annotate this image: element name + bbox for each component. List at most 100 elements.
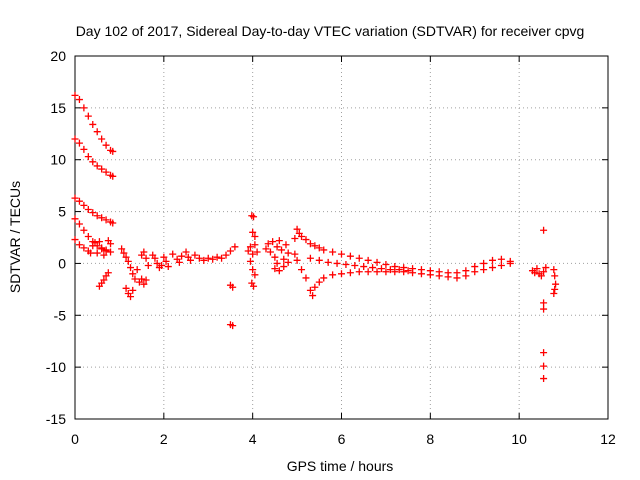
data-point xyxy=(248,212,256,220)
data-point xyxy=(338,270,345,278)
data-point xyxy=(404,267,412,275)
data-point xyxy=(104,269,112,277)
data-point xyxy=(342,260,350,268)
data-point xyxy=(302,236,310,244)
data-point xyxy=(84,232,92,240)
data-point xyxy=(80,145,88,153)
data-point xyxy=(200,256,208,264)
data-point xyxy=(333,259,341,267)
data-point xyxy=(364,268,372,276)
data-point xyxy=(244,247,252,255)
data-point xyxy=(229,322,237,330)
data-point xyxy=(537,272,545,280)
data-point xyxy=(551,285,559,293)
data-point xyxy=(264,240,272,248)
data-point xyxy=(540,362,548,370)
data-point xyxy=(552,280,560,288)
data-point xyxy=(540,299,548,307)
data-point xyxy=(471,268,479,276)
y-tick-label: 15 xyxy=(50,100,66,116)
data-point xyxy=(102,168,110,176)
x-tick-label: 2 xyxy=(160,431,168,447)
y-tick-label: 5 xyxy=(58,204,66,220)
data-point xyxy=(129,286,137,294)
data-point xyxy=(164,263,172,271)
data-point xyxy=(346,252,354,260)
data-point xyxy=(540,226,548,234)
data-point xyxy=(298,266,306,274)
data-point xyxy=(302,274,310,282)
data-point xyxy=(253,248,261,256)
data-point xyxy=(324,258,332,266)
data-point xyxy=(93,128,101,136)
data-point xyxy=(127,264,135,272)
data-point xyxy=(231,243,239,251)
data-point xyxy=(122,253,130,261)
data-point xyxy=(84,153,92,161)
grid xyxy=(75,56,608,419)
data-point xyxy=(395,266,403,274)
data-point xyxy=(426,271,434,279)
axis-ticks: 0 2 4 6 8 10 12 20 15 10 5 0 -5 -10 -15 xyxy=(46,48,616,447)
data-point xyxy=(175,258,183,266)
data-point xyxy=(360,263,368,271)
data-point xyxy=(249,266,257,274)
data-point xyxy=(138,275,146,283)
data-point xyxy=(98,165,106,173)
data-point xyxy=(278,246,286,254)
data-point xyxy=(71,135,79,143)
data-point xyxy=(80,104,88,112)
data-point xyxy=(329,248,337,256)
data-point xyxy=(140,248,148,256)
data-point xyxy=(282,241,290,249)
data-point xyxy=(540,349,548,357)
data-point xyxy=(275,237,283,245)
data-point xyxy=(540,375,548,383)
y-tick-label: 0 xyxy=(58,255,66,271)
data-point xyxy=(107,240,115,248)
data-point xyxy=(355,268,363,276)
data-point xyxy=(84,112,92,120)
data-point xyxy=(226,247,234,255)
data-point xyxy=(262,245,270,253)
data-point xyxy=(209,255,217,263)
data-point xyxy=(320,274,328,282)
data-point xyxy=(280,263,288,271)
data-point xyxy=(169,250,177,258)
data-point xyxy=(533,265,541,273)
data-point xyxy=(124,257,132,265)
data-point xyxy=(271,265,279,273)
data-point xyxy=(309,292,317,300)
data-point xyxy=(102,246,110,254)
data-point xyxy=(246,243,254,251)
data-point xyxy=(489,264,497,272)
data-point xyxy=(306,240,314,248)
x-axis-label: GPS time / hours xyxy=(287,458,394,474)
data-points xyxy=(71,91,560,383)
data-point xyxy=(80,201,88,209)
data-point xyxy=(311,242,319,250)
y-axis-label: SDTVAR / TECUs xyxy=(7,181,23,293)
data-point xyxy=(275,267,283,275)
data-point xyxy=(222,251,230,259)
data-point xyxy=(129,270,137,278)
data-point xyxy=(462,272,470,280)
data-point xyxy=(269,238,277,246)
data-point xyxy=(142,276,150,284)
data-point xyxy=(373,258,381,266)
data-point xyxy=(151,254,159,262)
data-point xyxy=(71,194,79,202)
data-point xyxy=(251,241,259,249)
data-point xyxy=(373,268,381,276)
data-point xyxy=(75,220,83,228)
data-point xyxy=(293,225,301,233)
data-point xyxy=(293,256,301,264)
data-point xyxy=(102,141,110,149)
y-tick-label: 10 xyxy=(50,152,66,168)
data-point xyxy=(140,280,148,288)
data-point xyxy=(93,162,101,170)
data-point xyxy=(249,228,257,236)
data-point xyxy=(87,249,95,257)
data-point xyxy=(338,250,345,258)
